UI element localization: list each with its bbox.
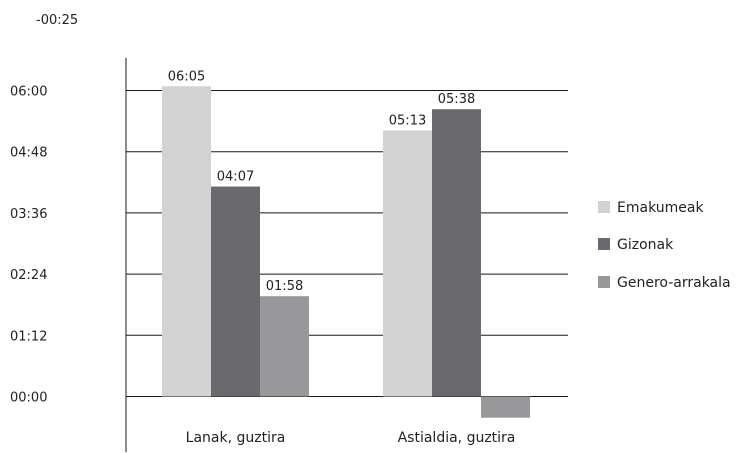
y-tick-label: 01:12 bbox=[10, 329, 47, 344]
category-labels: Lanak, guztira Astialdia, guztira bbox=[186, 430, 516, 446]
bar-gizonak-2 bbox=[432, 109, 481, 397]
data-label: 04:07 bbox=[217, 170, 254, 185]
data-label: 05:13 bbox=[389, 113, 426, 128]
category-label: Astialdia, guztira bbox=[398, 430, 516, 446]
y-tick-label: 03:36 bbox=[10, 207, 47, 222]
bar-emakumeak-2 bbox=[383, 130, 432, 397]
bar-emakumeak-1 bbox=[162, 86, 211, 397]
legend: Emakumeak Gizonak Genero-arrakala bbox=[598, 200, 731, 291]
y-tick-label: 00:00 bbox=[10, 391, 47, 406]
y-tick-label: 02:24 bbox=[10, 268, 47, 283]
legend-label: Emakumeak bbox=[617, 200, 704, 216]
bars bbox=[162, 86, 530, 418]
legend-swatch bbox=[598, 201, 610, 213]
data-label: 05:38 bbox=[438, 92, 475, 107]
data-label: 01:58 bbox=[266, 279, 303, 294]
category-label: Lanak, guztira bbox=[186, 430, 286, 446]
bar-genero-arrakala-2 bbox=[481, 396, 530, 418]
bar-gizonak-1 bbox=[211, 186, 260, 397]
legend-swatch bbox=[598, 238, 610, 250]
bar-genero-arrakala-1 bbox=[260, 296, 309, 397]
y-tick-label: 06:00 bbox=[10, 85, 47, 100]
legend-label: Gizonak bbox=[617, 237, 674, 253]
y-tick-labels: -00:25 00:00 01:12 02:24 03:36 04:48 06:00 bbox=[10, 13, 78, 406]
y-tick-label: 04:48 bbox=[10, 146, 47, 161]
y-tick-label: -00:25 bbox=[36, 13, 78, 28]
data-labels: 06:05 05:13 04:07 05:38 01:58 bbox=[168, 69, 475, 294]
data-label: 06:05 bbox=[168, 69, 205, 84]
legend-swatch bbox=[598, 276, 610, 288]
legend-label: Genero-arrakala bbox=[617, 275, 731, 291]
